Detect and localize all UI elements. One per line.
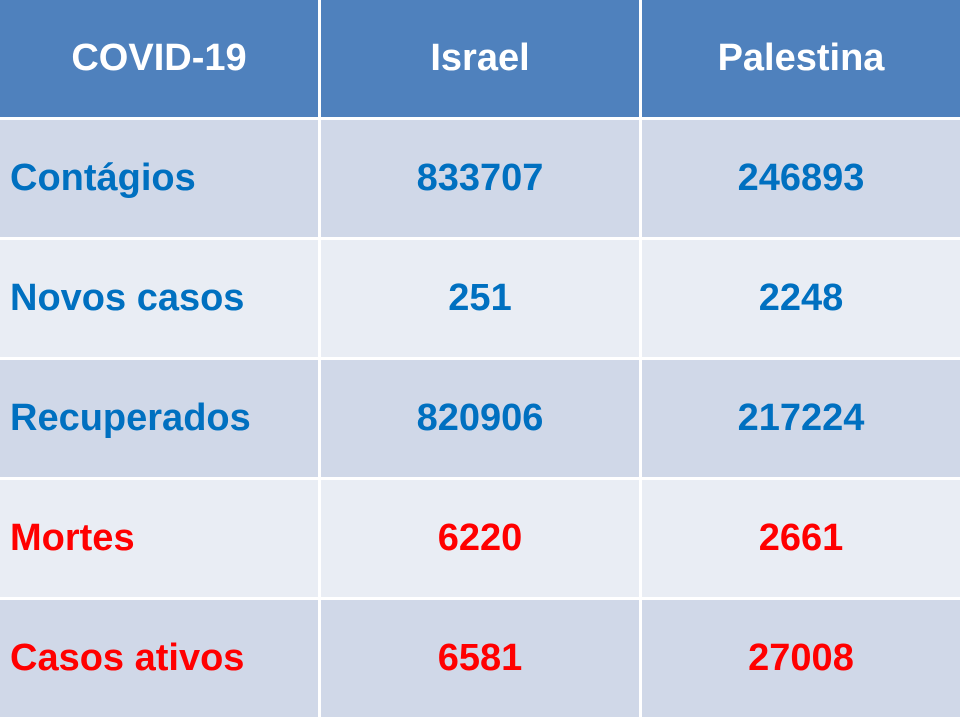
cell-value: 820906 [321, 360, 639, 477]
header-cell: Israel [321, 0, 639, 117]
row-label: Contágios [0, 120, 318, 237]
cell-value: 833707 [321, 120, 639, 237]
row-label: Novos casos [0, 240, 318, 357]
cell-value: 2661 [642, 480, 960, 597]
cell-value: 251 [321, 240, 639, 357]
row-label: Recuperados [0, 360, 318, 477]
cell-value: 6220 [321, 480, 639, 597]
header-cell: COVID-19 [0, 0, 318, 117]
cell-value: 2248 [642, 240, 960, 357]
header-cell: Palestina [642, 0, 960, 117]
cell-value: 27008 [642, 600, 960, 717]
cell-value: 246893 [642, 120, 960, 237]
row-label: Mortes [0, 480, 318, 597]
row-label: Casos ativos [0, 600, 318, 717]
cell-value: 6581 [321, 600, 639, 717]
cell-value: 217224 [642, 360, 960, 477]
